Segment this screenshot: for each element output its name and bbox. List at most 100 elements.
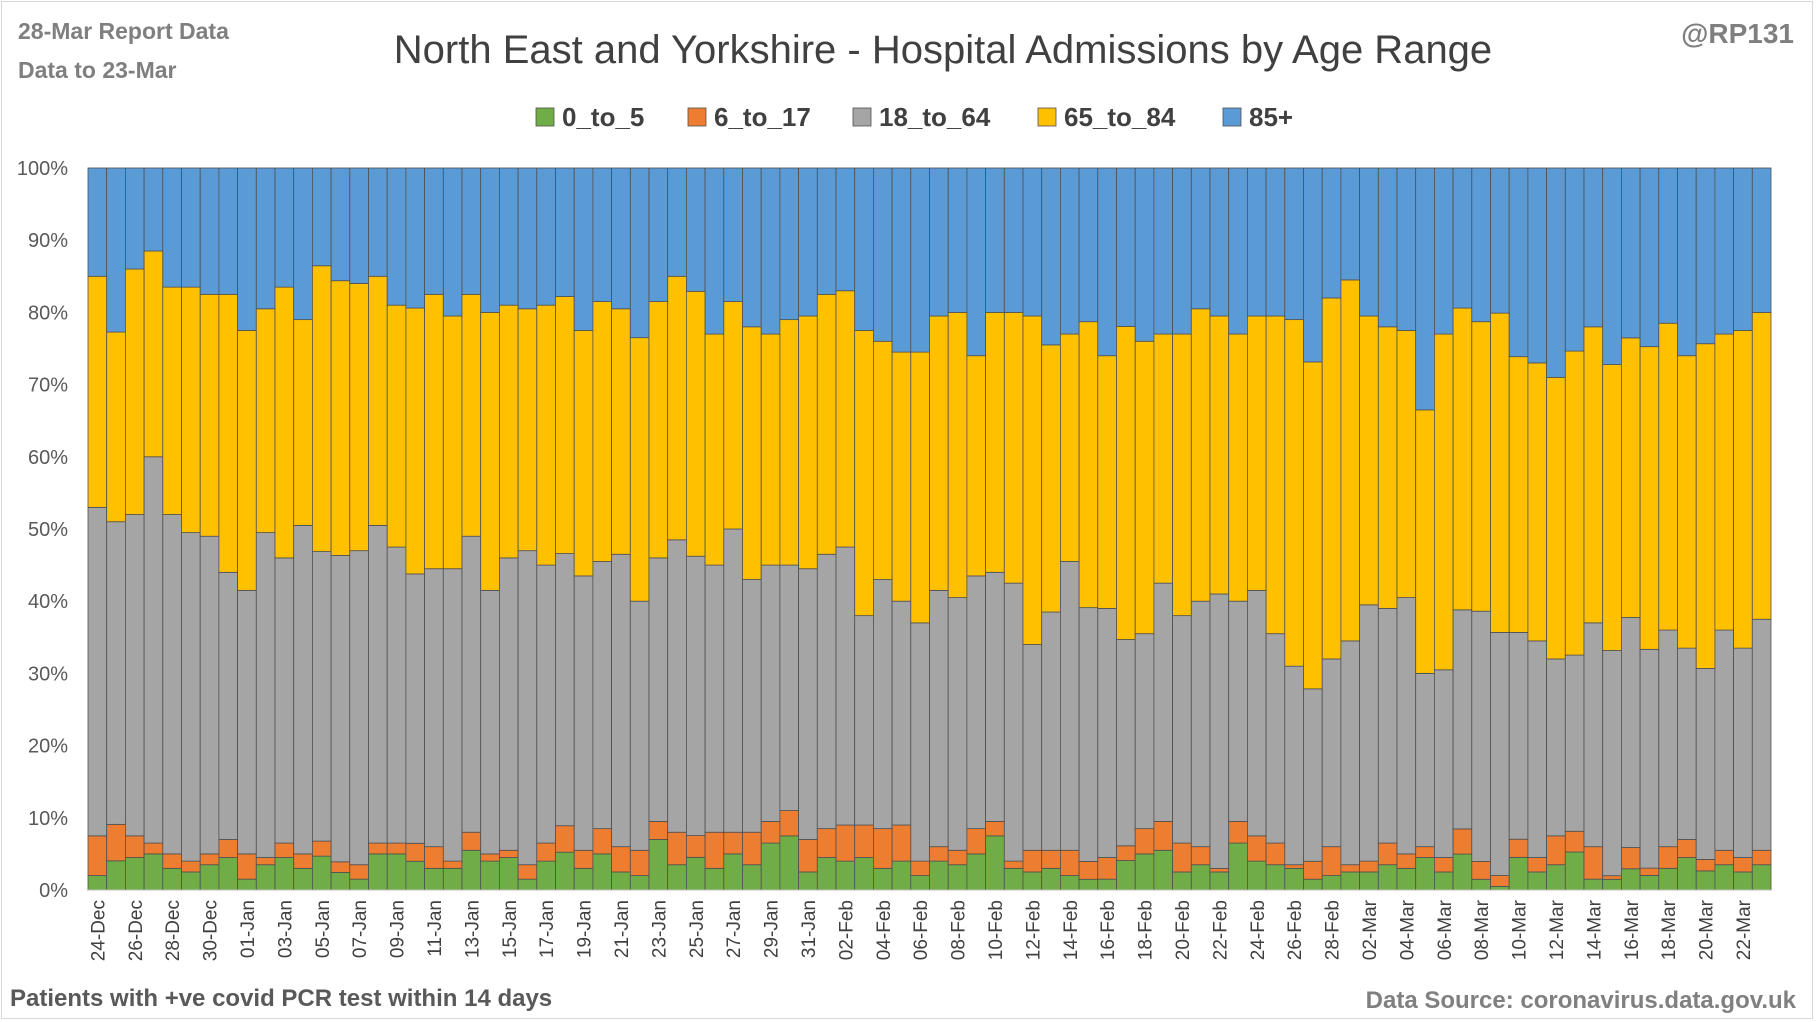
bar-segment-6_to_17 xyxy=(181,860,201,873)
bar-segment-85plus xyxy=(368,167,388,277)
bar-segment-18_to_64 xyxy=(143,456,164,844)
bar-segment-0_to_5 xyxy=(1078,878,1099,891)
x-tick-label: 04-Mar xyxy=(1397,899,1418,960)
bar-segment-65_to_84 xyxy=(517,308,538,552)
bar-segment-18_to_64 xyxy=(947,597,968,851)
bar-segment-85plus xyxy=(1116,167,1136,327)
bar-segment-18_to_64 xyxy=(368,524,388,844)
bar-segment-65_to_84 xyxy=(1733,330,1753,649)
bar-segment-65_to_84 xyxy=(854,330,874,617)
bar-segment-85plus xyxy=(1471,167,1491,323)
bar-segment-18_to_64 xyxy=(1359,604,1379,862)
bar-segment-18_to_64 xyxy=(573,575,594,851)
bar-segment-85plus xyxy=(237,167,257,331)
bar-segment-6_to_17 xyxy=(442,860,463,869)
bar-segment-65_to_84 xyxy=(1190,308,1211,602)
bar-segment-18_to_64 xyxy=(1228,600,1248,822)
bar-segment-65_to_84 xyxy=(498,304,519,559)
bar-segment-65_to_84 xyxy=(966,355,987,577)
bar-segment-65_to_84 xyxy=(1695,343,1716,669)
bar-segment-0_to_5 xyxy=(199,864,220,891)
bar-segment-18_to_64 xyxy=(181,532,201,862)
bar-segment-6_to_17 xyxy=(1172,842,1192,873)
bar-segment-65_to_84 xyxy=(1751,311,1772,620)
bar-segment-65_to_84 xyxy=(816,293,837,555)
report-date-label: 28-Mar Report Data xyxy=(18,18,229,44)
x-tick-label: 25-Jan xyxy=(687,900,708,958)
bar-segment-65_to_84 xyxy=(779,319,800,566)
bar-segment-6_to_17 xyxy=(1078,861,1099,880)
bar-segment-0_to_5 xyxy=(255,864,276,891)
bar-segment-0_to_5 xyxy=(106,860,126,891)
bar-segment-65_to_84 xyxy=(274,286,295,559)
bar-segment-85plus xyxy=(536,167,556,306)
bar-segment-6_to_17 xyxy=(1209,867,1230,873)
bar-segment-6_to_17 xyxy=(779,810,800,837)
bar-segment-18_to_64 xyxy=(1265,633,1286,844)
bar-segment-18_to_64 xyxy=(648,557,669,822)
bar-segment-18_to_64 xyxy=(349,550,369,866)
bar-segment-0_to_5 xyxy=(1415,857,1435,891)
bar-segment-65_to_84 xyxy=(1321,297,1342,660)
bar-segment-0_to_5 xyxy=(1247,860,1267,891)
bar-segment-6_to_17 xyxy=(1714,849,1735,866)
bar-segment-85plus xyxy=(891,167,912,353)
bar-segment-18_to_64 xyxy=(293,524,313,855)
x-tick-label: 14-Feb xyxy=(1061,900,1082,960)
bar-segment-18_to_64 xyxy=(1546,658,1566,837)
legend-label: 0_to_5 xyxy=(562,102,644,132)
bar-segment-0_to_5 xyxy=(461,849,482,891)
bar-segment-65_to_84 xyxy=(143,250,164,458)
bar-segment-18_to_64 xyxy=(1321,658,1342,848)
bar-segment-18_to_64 xyxy=(386,546,407,844)
bar-segment-18_to_64 xyxy=(1639,648,1660,869)
bar-segment-85plus xyxy=(555,167,575,297)
bar-segment-18_to_64 xyxy=(424,568,444,848)
bar-segment-0_to_5 xyxy=(1508,856,1529,891)
bar-segment-65_to_84 xyxy=(1396,330,1417,598)
x-tick-label: 02-Mar xyxy=(1360,899,1381,960)
bar-segment-0_to_5 xyxy=(1284,867,1304,891)
bar-segment-6_to_17 xyxy=(87,835,108,876)
bar-segment-65_to_84 xyxy=(125,268,145,515)
bar-segment-6_to_17 xyxy=(218,839,238,858)
bar-segment-0_to_5 xyxy=(162,867,182,891)
bar-segment-18_to_64 xyxy=(125,514,145,837)
bar-segment-85plus xyxy=(1003,167,1024,313)
bar-segment-18_to_64 xyxy=(1284,665,1304,866)
bar-segment-85plus xyxy=(1583,167,1604,328)
bar-segment-18_to_64 xyxy=(1022,644,1043,851)
y-tick-label: 100% xyxy=(17,158,68,180)
bar-segment-18_to_64 xyxy=(966,575,987,830)
bar-segment-65_to_84 xyxy=(1340,279,1361,642)
bar-segment-6_to_17 xyxy=(461,831,482,851)
bar-segment-85plus xyxy=(1172,167,1192,335)
bar-segment-18_to_64 xyxy=(480,589,500,855)
legend-swatch-18_to_64 xyxy=(852,107,872,127)
bar-segment-18_to_64 xyxy=(704,564,725,833)
bar-segment-85plus xyxy=(742,167,762,328)
bar-segment-65_to_84 xyxy=(873,340,893,580)
legend-swatch-6_to_17 xyxy=(687,107,707,127)
bar-segment-0_to_5 xyxy=(442,867,463,891)
bar-segment-6_to_17 xyxy=(1265,842,1286,866)
bar-segment-6_to_17 xyxy=(592,828,613,855)
bar-segment-6_to_17 xyxy=(237,853,257,880)
bar-segment-85plus xyxy=(1228,167,1248,335)
bar-segment-0_to_5 xyxy=(798,871,818,891)
bar-segment-65_to_84 xyxy=(611,308,631,555)
bar-segment-65_to_84 xyxy=(1639,346,1660,650)
bar-segment-6_to_17 xyxy=(573,849,594,869)
bar-segment-0_to_5 xyxy=(1097,878,1117,891)
bar-segment-6_to_17 xyxy=(1303,860,1323,880)
bar-segment-65_to_84 xyxy=(592,301,613,562)
bar-segment-85plus xyxy=(985,167,1005,313)
bar-segment-0_to_5 xyxy=(405,860,425,891)
bar-segment-0_to_5 xyxy=(1209,871,1230,891)
bar-segment-18_to_64 xyxy=(106,521,126,825)
bar-segment-85plus xyxy=(181,167,201,288)
bar-segment-65_to_84 xyxy=(424,293,444,570)
bar-segment-0_to_5 xyxy=(1228,842,1248,891)
